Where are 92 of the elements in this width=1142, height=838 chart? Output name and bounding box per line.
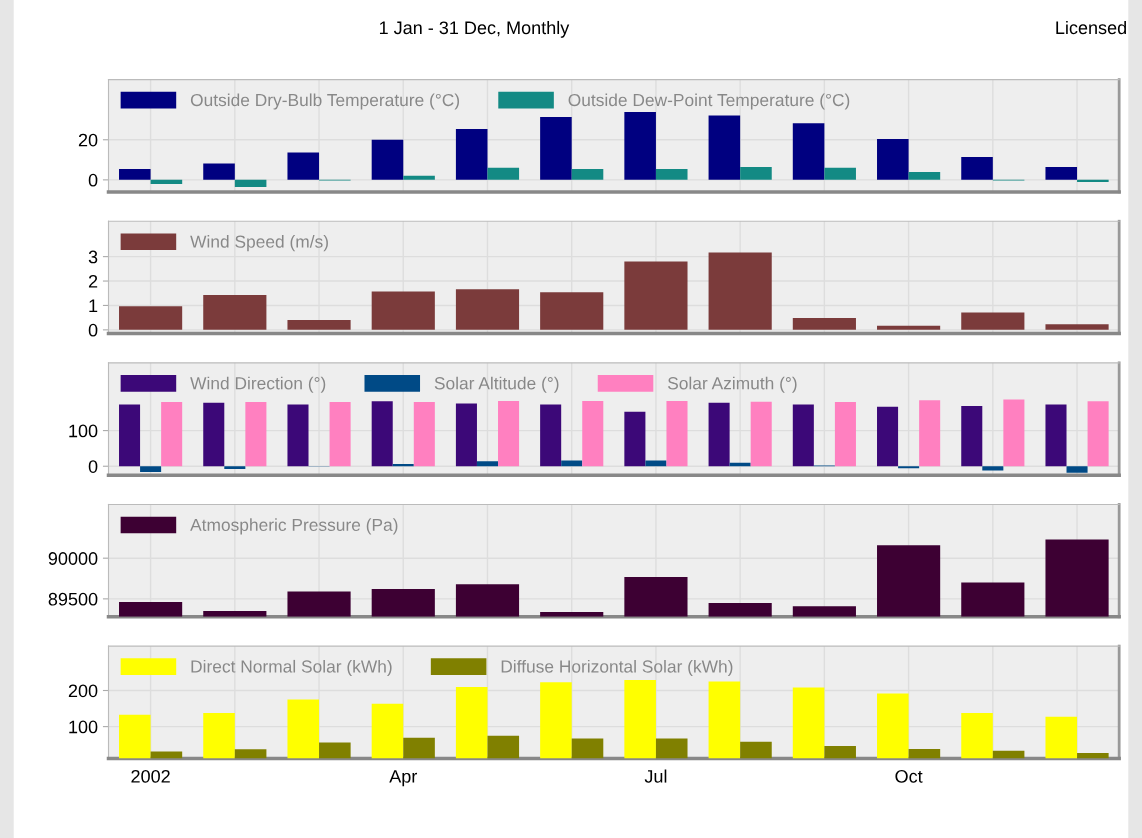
legend-label: Diffuse Horizontal Solar (kWh) bbox=[501, 659, 733, 677]
bar bbox=[750, 401, 772, 467]
bar bbox=[1045, 404, 1067, 467]
bar bbox=[119, 404, 141, 467]
bar bbox=[371, 291, 435, 330]
bar bbox=[624, 111, 656, 180]
bar bbox=[624, 411, 646, 467]
bar bbox=[708, 252, 772, 330]
bar bbox=[961, 312, 1025, 330]
bar bbox=[877, 406, 899, 467]
bar bbox=[1077, 179, 1109, 182]
bar bbox=[371, 401, 393, 467]
bar bbox=[982, 466, 1004, 471]
bar bbox=[476, 461, 499, 467]
bar bbox=[1066, 466, 1088, 473]
y-tick-label: 89500 bbox=[48, 592, 98, 606]
bar bbox=[287, 152, 320, 180]
bar bbox=[792, 404, 814, 467]
bar bbox=[371, 139, 404, 180]
legend-label: Wind Direction (°) bbox=[190, 376, 326, 393]
bar bbox=[571, 169, 604, 180]
bar bbox=[287, 404, 309, 467]
bar bbox=[487, 167, 520, 180]
bar bbox=[540, 116, 572, 180]
text: Licensed bbox=[1056, 20, 1126, 35]
bar bbox=[140, 466, 162, 472]
bar bbox=[540, 292, 604, 330]
y-tick-label: 0 bbox=[88, 173, 98, 187]
y-tick-label: 0 bbox=[88, 323, 98, 337]
x-tick-label: Apr bbox=[389, 770, 418, 787]
bar bbox=[287, 320, 351, 330]
bar bbox=[392, 464, 414, 467]
y-tick-label: 2 bbox=[88, 274, 98, 288]
y-tick-label: 200 bbox=[68, 684, 98, 698]
bar bbox=[961, 157, 993, 180]
y-tick-label: 100 bbox=[69, 720, 98, 734]
legend-label: Direct Normal Solar (kWh) bbox=[191, 659, 392, 677]
bar bbox=[740, 167, 772, 180]
legend-label: Solar Azimuth (°) bbox=[667, 376, 797, 393]
bar bbox=[898, 466, 920, 469]
bar bbox=[824, 167, 856, 180]
legend-label: Outside Dry-Bulb Temperature (°C) bbox=[190, 93, 460, 110]
bar bbox=[403, 175, 435, 180]
bar bbox=[203, 294, 267, 330]
bar bbox=[655, 169, 688, 180]
bar bbox=[582, 401, 604, 467]
bar bbox=[792, 317, 856, 330]
x-tick-label: Oct bbox=[895, 769, 923, 783]
bar bbox=[708, 115, 741, 180]
bar bbox=[203, 402, 225, 467]
y-tick-label: 20 bbox=[78, 133, 98, 147]
bar bbox=[413, 402, 435, 467]
y-tick-label: 90000 bbox=[48, 552, 98, 565]
bar bbox=[150, 179, 183, 185]
bar bbox=[708, 402, 730, 467]
bar bbox=[245, 402, 267, 467]
bar bbox=[792, 123, 825, 180]
x-tick-label: 2002 bbox=[131, 769, 170, 783]
legend-label: Wind Speed (m/s) bbox=[190, 235, 328, 252]
bar bbox=[119, 169, 151, 180]
bar bbox=[329, 402, 351, 467]
bar bbox=[161, 402, 183, 467]
bar bbox=[540, 404, 562, 467]
bar bbox=[1045, 167, 1078, 180]
chart-title: 1 Jan - 31 Dec, Monthly bbox=[379, 20, 570, 38]
bar bbox=[234, 179, 267, 188]
bar bbox=[624, 261, 688, 330]
y-tick-label: 3 bbox=[88, 250, 98, 264]
bar bbox=[908, 172, 941, 180]
bar bbox=[877, 138, 909, 180]
bar bbox=[455, 128, 488, 180]
bar bbox=[666, 401, 688, 467]
legend-label: Solar Altitude (°) bbox=[434, 376, 559, 393]
bar bbox=[1087, 401, 1109, 467]
bar bbox=[455, 403, 477, 467]
bar bbox=[919, 400, 941, 467]
y-tick-label: 0 bbox=[88, 460, 98, 473]
bar bbox=[455, 289, 520, 330]
y-tick-label: 1 bbox=[89, 299, 98, 312]
x-tick-label: Jul bbox=[644, 769, 667, 783]
y-tick-label: 100 bbox=[69, 424, 98, 438]
legend-label: Atmospheric Pressure (Pa) bbox=[190, 518, 398, 535]
bar bbox=[119, 306, 183, 330]
bar bbox=[1003, 399, 1025, 467]
bar bbox=[224, 466, 246, 470]
bar bbox=[877, 325, 941, 330]
bar bbox=[1045, 324, 1109, 330]
bar bbox=[961, 405, 983, 467]
bar bbox=[203, 163, 235, 180]
legend-label: Outside Dew-Point Temperature (°C) bbox=[568, 93, 850, 110]
bar bbox=[498, 401, 520, 467]
bar bbox=[834, 402, 856, 467]
